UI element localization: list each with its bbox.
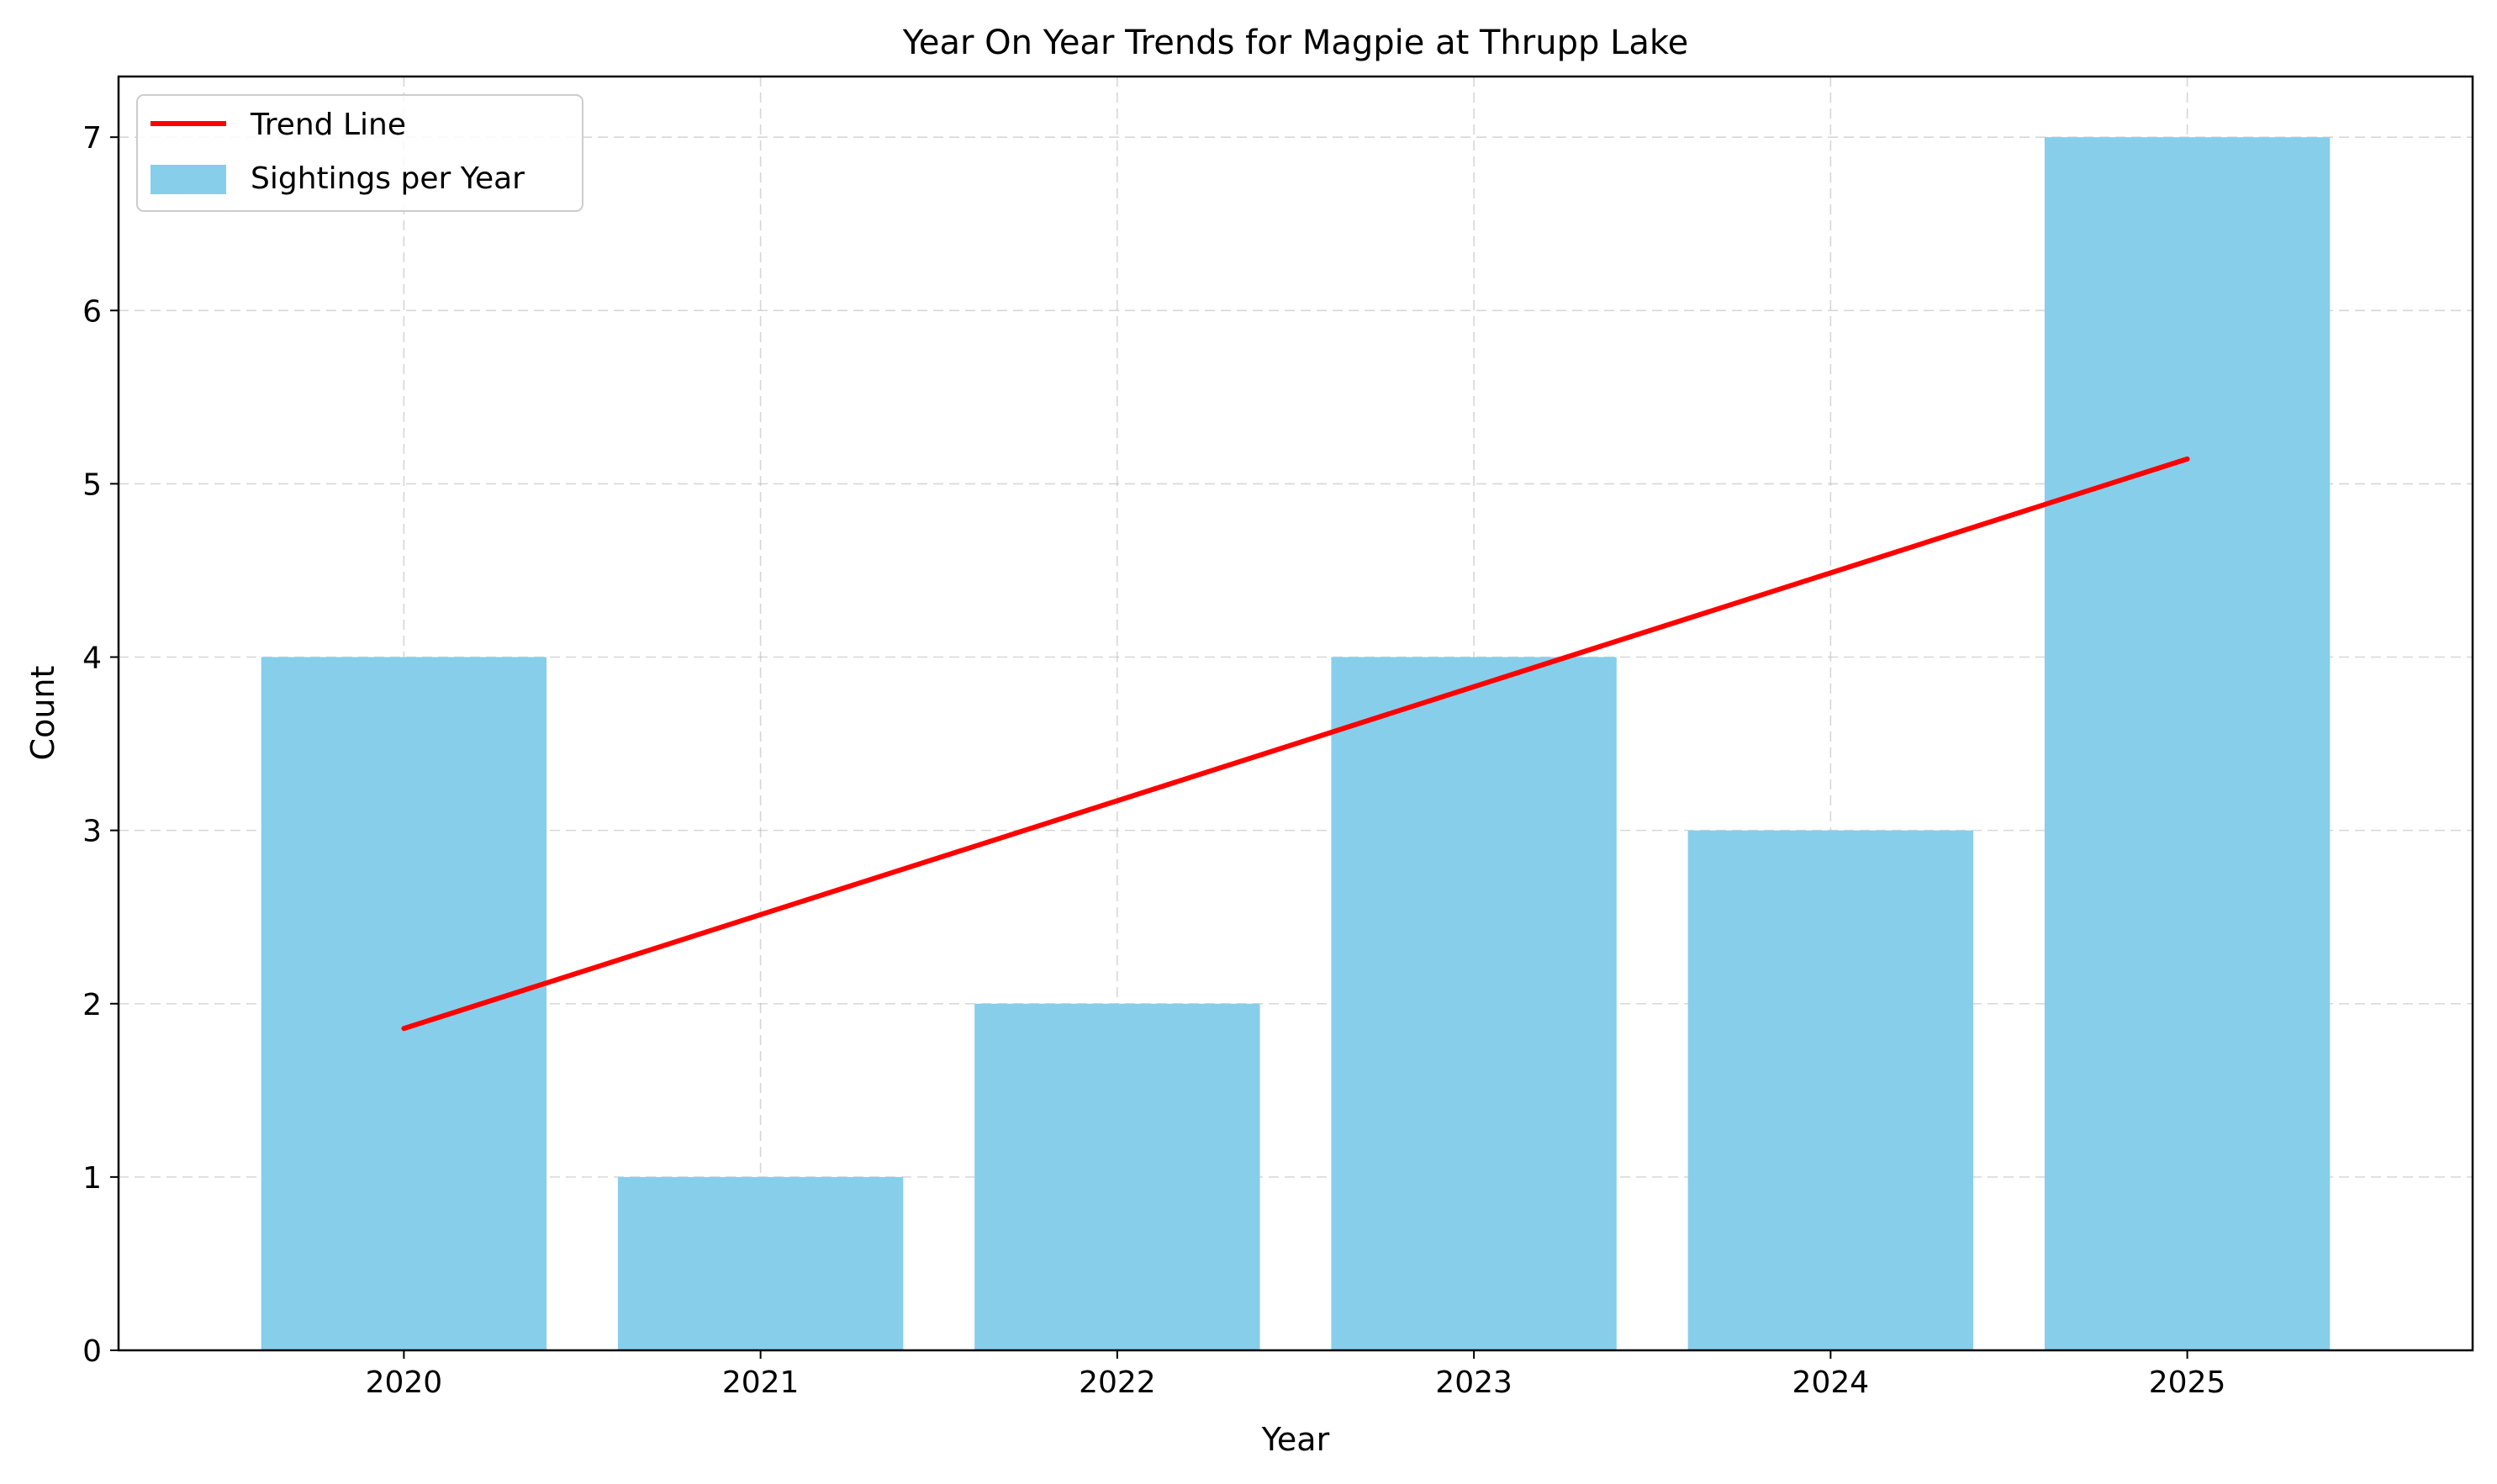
x-axis-ticks: 2020 2021 2022 2023 2024 2025 xyxy=(366,1350,2226,1400)
bars xyxy=(261,137,2331,1351)
y-tick-label: 3 xyxy=(82,815,102,849)
legend: Trend Line Sightings per Year xyxy=(136,94,583,212)
bar xyxy=(1331,657,1617,1350)
x-axis-label: Year xyxy=(1261,1421,1330,1458)
y-tick-label: 6 xyxy=(82,294,102,329)
x-tick-label: 2021 xyxy=(722,1365,800,1400)
legend-swatch-sightings-per-year xyxy=(150,165,226,194)
y-tick-label: 5 xyxy=(82,467,102,502)
y-tick-label: 2 xyxy=(82,988,102,1022)
axes-frame xyxy=(117,75,2474,1352)
legend-box xyxy=(136,94,583,212)
legend-label-trend-line: Trend Line xyxy=(250,108,406,142)
x-tick-label: 2023 xyxy=(1435,1365,1512,1400)
trend-line-path xyxy=(401,456,2190,1032)
y-axis-ticks: 0 1 2 3 4 5 6 7 xyxy=(82,121,119,1369)
bar xyxy=(2044,137,2331,1351)
y-tick-label: 4 xyxy=(82,642,102,676)
x-tick-label: 2020 xyxy=(366,1365,443,1400)
bar xyxy=(974,1003,1260,1350)
bar xyxy=(617,1176,904,1350)
y-tick-label: 1 xyxy=(82,1161,102,1196)
chart-title: Year On Year Trends for Magpie at Thrupp… xyxy=(902,24,1688,62)
legend-label-sightings-per-year: Sightings per Year xyxy=(251,161,525,196)
y-tick-label: 0 xyxy=(82,1334,102,1369)
bar xyxy=(261,657,547,1350)
trend-line xyxy=(401,456,2190,1032)
x-tick-label: 2022 xyxy=(1079,1365,1156,1400)
y-tick-label: 7 xyxy=(82,121,102,156)
bar xyxy=(1687,830,1974,1350)
y-axis-label: Count xyxy=(24,666,61,761)
x-tick-label: 2024 xyxy=(1792,1365,1870,1400)
x-tick-label: 2025 xyxy=(2149,1365,2226,1400)
